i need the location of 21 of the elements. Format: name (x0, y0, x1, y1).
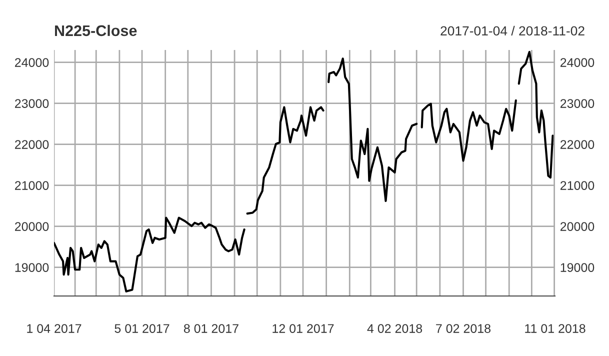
x-tick-label: 5 01 2017 (114, 324, 170, 333)
chart-title: N225-Close (55, 24, 137, 36)
x-tick-label: 8 01 2017 (184, 324, 238, 333)
y-tick-label: 20000 (15, 222, 49, 231)
y-tick-label: 24000 (15, 58, 49, 67)
x-tick-label: 12 01 2017 (272, 324, 334, 333)
x-tick-label: 4 02 2018 (367, 324, 422, 333)
y2-tick-label: 20000 (560, 222, 594, 231)
y2-tick-label: 24000 (560, 58, 594, 67)
chart-subtitle: 2017-01-04 / 2018-11-02 (440, 26, 584, 36)
y2-tick-label: 23000 (560, 99, 594, 108)
y2-tick-label: 19000 (560, 263, 594, 272)
y-tick-label: 22000 (15, 140, 49, 149)
y2-tick-label: 21000 (560, 181, 594, 190)
x-tick-label: 11 01 2018 (525, 324, 586, 333)
x-tick-label: 7 02 2018 (436, 324, 490, 333)
x-tick-label: 1 04 2017 (27, 324, 82, 333)
y2-tick-label: 22000 (560, 140, 594, 149)
y-tick-label: 21000 (15, 181, 49, 190)
y-tick-label: 19000 (15, 263, 49, 272)
y-tick-label: 23000 (15, 99, 49, 108)
